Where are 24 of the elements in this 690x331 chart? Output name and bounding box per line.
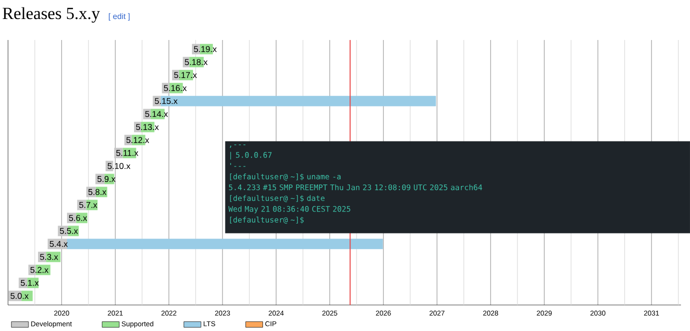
y-tick-label: 5.9.x [97, 176, 116, 182]
y-tick-label: 5.18.x [184, 59, 208, 66]
y-tick-label: 5.6.x [69, 214, 88, 221]
y-tick-label: 5.2.x [30, 266, 48, 273]
y-tick-label: 5.5.x [60, 228, 78, 234]
y-tick-label: 5.19.x [194, 46, 217, 52]
y-tick-label: 5.11.x [116, 150, 138, 156]
y-tick-label: 5.12.x [126, 137, 150, 144]
y-tick-label: 5.3.x [40, 254, 58, 260]
y-tick-label: 5.15.x [154, 98, 178, 104]
bar [48, 238, 67, 250]
y-tick-label: 5.7.x [79, 202, 98, 208]
y-tick-label: 5.16.x [164, 85, 187, 92]
text: [ edit ] [108, 13, 130, 21]
y-tick-label: 5.14.x [145, 111, 168, 117]
y-tick-label: 5.10.x [108, 162, 130, 169]
bar [67, 238, 383, 250]
chart-title: Releases 5.x.y [2, 7, 100, 23]
y-tick-label: 5.8.x [88, 188, 106, 195]
y-tick-label: 5.13.x [136, 124, 159, 130]
y-tick-label: 5.4.x [50, 240, 68, 247]
y-tick-label: 5.0.x [10, 292, 29, 299]
y-tick-label: 5.1.x [20, 280, 39, 286]
y-tick-label: 5.17.x [174, 72, 197, 78]
